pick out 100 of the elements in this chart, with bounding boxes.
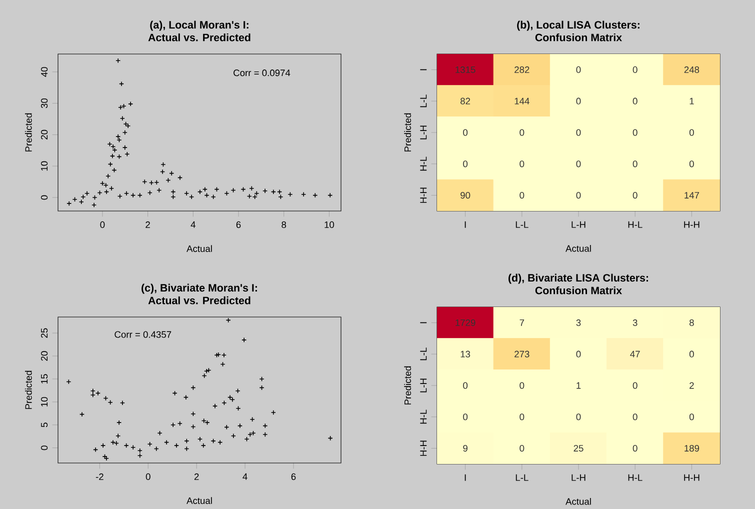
chart-title: (b), Local LISA Clusters: <box>517 20 640 31</box>
data-label: 0 <box>632 160 638 168</box>
y-axis-title: Predicted <box>25 370 32 409</box>
x-tick-label: 6 <box>236 221 241 228</box>
x-tick-label: I <box>464 474 466 481</box>
chart-title: (c), Bivariate Moran's I: <box>142 284 257 294</box>
data-label: 0 <box>632 444 638 452</box>
data-label: 9 <box>463 444 468 452</box>
data-label: 1 <box>576 382 581 389</box>
x-tick-label: 4 <box>190 221 196 228</box>
chart-subtitle: Actual vs. Predicted <box>148 33 250 42</box>
data-label: 0 <box>463 382 468 389</box>
x-tick-label: L-H <box>572 474 586 481</box>
data-label: 0 <box>463 129 468 136</box>
data-label: 0 <box>463 160 468 168</box>
data-label: 0 <box>576 129 581 136</box>
x-tick-label: L-L <box>516 221 528 228</box>
data-label: 0 <box>576 98 581 104</box>
data-label: 147 <box>684 192 700 198</box>
data-label: 0 <box>520 414 524 420</box>
y-tick-label: I <box>420 69 427 70</box>
x-axis-title: Actual <box>566 498 591 505</box>
data-label: 0 <box>520 129 524 136</box>
x-tick-label: L-L <box>516 474 528 481</box>
y-tick-label: L-L <box>420 348 427 360</box>
x-tick-label: 10 <box>324 221 334 228</box>
y-tick-label: 25 <box>41 328 48 338</box>
data-label: 189 <box>684 444 700 452</box>
data-label: 0 <box>632 129 638 136</box>
data-label: 0 <box>520 444 524 452</box>
data-label: 0 <box>576 414 581 420</box>
data-label: 13 <box>460 350 470 358</box>
y-tick-label: I <box>420 322 427 324</box>
data-label: 0 <box>632 382 638 389</box>
data-label: 1315 <box>456 66 476 73</box>
y-axis-title: Predicted <box>404 366 412 404</box>
data-label: 0 <box>689 160 694 168</box>
x-tick-label: 2 <box>146 221 150 228</box>
data-label: 273 <box>514 350 530 358</box>
y-tick-label: H-H <box>420 440 427 456</box>
data-label: 282 <box>514 66 530 73</box>
x-tick-label: L-H <box>572 221 586 228</box>
y-tick-label: H-L <box>420 156 427 171</box>
x-tick-label: H-H <box>684 221 700 228</box>
data-label: 248 <box>684 66 700 73</box>
data-label: 8 <box>690 319 694 326</box>
data-label: 0 <box>576 160 581 168</box>
y-tick-label: H-H <box>420 188 427 203</box>
x-tick-label: 4 <box>242 473 248 480</box>
y-tick-label: 40 <box>41 67 48 77</box>
y-tick-label: L-L <box>420 94 427 108</box>
y-tick-label: 20 <box>41 130 48 140</box>
y-tick-label: 10 <box>41 161 48 171</box>
data-label: 0 <box>632 66 638 73</box>
data-label: 0 <box>632 98 638 104</box>
data-label: 0 <box>632 414 638 420</box>
data-label: 1 <box>690 98 694 104</box>
data-label: 0 <box>576 350 581 358</box>
x-tick-label: 0 <box>146 473 150 480</box>
chart-subtitle: Confusion Matrix <box>535 33 622 42</box>
data-label: 1729 <box>456 319 476 326</box>
annotation: Corr = 0.4357 <box>114 331 172 338</box>
chart-title: (d), Bivariate LISA Clusters: <box>508 274 648 284</box>
y-tick-label: L-H <box>420 378 427 392</box>
data-label: 0 <box>520 192 524 199</box>
y-tick-label: 15 <box>41 374 48 384</box>
data-label: 47 <box>630 350 640 358</box>
data-label: 2 <box>690 382 694 389</box>
y-tick-label: L-H <box>420 126 427 140</box>
data-label: 0 <box>689 414 694 420</box>
data-label: 3 <box>576 319 581 326</box>
data-label: 0 <box>463 414 468 420</box>
y-tick-label: 20 <box>41 351 48 361</box>
data-label: 0 <box>576 192 581 199</box>
chart-subtitle: Actual vs. Predicted <box>148 296 250 304</box>
x-axis-title: Actual <box>186 497 212 504</box>
chart-title: (a), Local Moran's I: <box>150 20 248 31</box>
data-label: 144 <box>514 98 530 104</box>
data-label: 7 <box>520 319 524 326</box>
x-tick-label: 8 <box>282 221 286 228</box>
x-tick-label: I <box>464 221 466 228</box>
data-label: 82 <box>460 98 470 104</box>
y-axis-title: Predicted <box>404 113 412 152</box>
chart-subtitle: Confusion Matrix <box>535 286 622 294</box>
data-label: 0 <box>689 350 694 358</box>
x-tick-label: 6 <box>291 473 296 480</box>
x-axis-title: Actual <box>566 244 591 252</box>
data-label: 0 <box>632 192 638 199</box>
data-label: 0 <box>689 129 694 136</box>
data-label: 0 <box>576 66 581 73</box>
y-tick-label: 5 <box>41 422 48 428</box>
y-tick-label: 0 <box>41 446 48 450</box>
data-label: 0 <box>520 160 524 168</box>
x-tick-label: H-H <box>684 474 700 481</box>
x-tick-label: 2 <box>194 473 199 480</box>
y-tick-label: 30 <box>41 98 48 108</box>
y-tick-label: 10 <box>41 397 48 406</box>
x-tick-label: -2 <box>96 473 104 480</box>
y-axis-title: Predicted <box>25 113 32 152</box>
x-tick-label: 0 <box>100 221 105 228</box>
